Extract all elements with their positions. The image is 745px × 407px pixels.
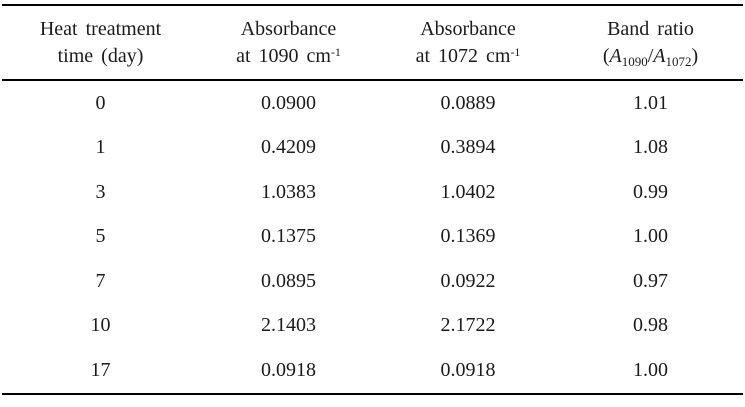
absorbance-band-ratio-table: Heat treatment time (day) Absorbance at … [2, 4, 743, 395]
divider-slash: / [647, 44, 654, 67]
table-row: 10 2.1403 2.1722 0.98 [2, 304, 743, 349]
cell-band-ratio: 1.01 [633, 91, 668, 114]
table-row: 1 0.4209 0.3894 1.08 [2, 126, 743, 171]
column-header-band-ratio: Band ratio (A1090/A1072) [558, 5, 743, 81]
cell-band-ratio: 0.99 [633, 180, 668, 203]
table-body: 0 0.0900 0.0889 1.01 1 0.4209 0.3894 1.0… [2, 80, 743, 394]
absorbance-symbol: A [609, 44, 622, 67]
cell-day: 17 [90, 358, 111, 381]
header-line2: at 1072 cm-1 [378, 43, 558, 70]
table-row: 5 0.1375 0.1369 1.00 [2, 215, 743, 260]
table-row: 7 0.0895 0.0922 0.97 [2, 259, 743, 304]
header-line2: at 1090 cm-1 [199, 43, 378, 70]
cell-band-ratio: 0.98 [633, 314, 668, 337]
header-line2-formula: (A1090/A1072) [558, 43, 743, 70]
header-line2: time (day) [57, 44, 144, 67]
cell-absorbance-1090: 0.4209 [261, 136, 316, 159]
subscript-1072: 1072 [665, 53, 692, 69]
cell-band-ratio: 0.97 [633, 269, 668, 292]
wavenumber-text: at 1072 cm [415, 44, 511, 67]
cell-absorbance-1090: 0.0900 [261, 91, 316, 114]
cell-absorbance-1090: 2.1403 [261, 314, 316, 337]
column-header-absorbance-1090: Absorbance at 1090 cm-1 [199, 5, 378, 81]
header-line1: Band ratio [607, 17, 694, 40]
cell-band-ratio: 1.08 [633, 136, 668, 159]
cell-absorbance-1072: 0.0889 [440, 91, 496, 114]
cell-absorbance-1090: 1.0383 [261, 180, 316, 203]
wavenumber-text: at 1090 cm [236, 44, 331, 67]
cell-absorbance-1090: 0.0895 [261, 269, 316, 292]
cell-day: 5 [95, 225, 106, 248]
cell-absorbance-1072: 0.1369 [440, 225, 496, 248]
column-header-absorbance-1072: Absorbance at 1072 cm-1 [378, 5, 558, 81]
column-header-heat-treatment-time: Heat treatment time (day) [2, 5, 199, 81]
header-line1: Absorbance [240, 17, 337, 40]
superscript-exponent: -1 [330, 44, 341, 59]
cell-day: 0 [95, 91, 106, 114]
header-line1: Absorbance [420, 17, 516, 40]
table-row: 17 0.0918 0.0918 1.00 [2, 348, 743, 394]
subscript-1090: 1090 [621, 53, 648, 69]
cell-day: 7 [95, 269, 106, 292]
cell-band-ratio: 1.00 [633, 225, 668, 248]
cell-day: 10 [90, 314, 111, 337]
cell-absorbance-1090: 0.0918 [261, 358, 316, 381]
cell-absorbance-1090: 0.1375 [261, 225, 316, 248]
cell-absorbance-1072: 0.0918 [440, 358, 496, 381]
superscript-exponent: -1 [510, 44, 521, 59]
cell-absorbance-1072: 0.3894 [440, 136, 496, 159]
cell-day: 1 [95, 136, 106, 159]
header-line1: Heat treatment [39, 17, 162, 40]
table-header: Heat treatment time (day) Absorbance at … [2, 5, 743, 81]
cell-absorbance-1072: 0.0922 [440, 269, 496, 292]
header-row: Heat treatment time (day) Absorbance at … [2, 5, 743, 81]
paren-close: ) [691, 44, 699, 67]
cell-band-ratio: 1.00 [633, 358, 668, 381]
table-row: 0 0.0900 0.0889 1.01 [2, 80, 743, 126]
absorbance-symbol: A [653, 44, 666, 67]
cell-absorbance-1072: 1.0402 [440, 180, 496, 203]
table-row: 3 1.0383 1.0402 0.99 [2, 170, 743, 215]
cell-absorbance-1072: 2.1722 [440, 314, 496, 337]
cell-day: 3 [95, 180, 106, 203]
paren-open: ( [602, 44, 610, 67]
